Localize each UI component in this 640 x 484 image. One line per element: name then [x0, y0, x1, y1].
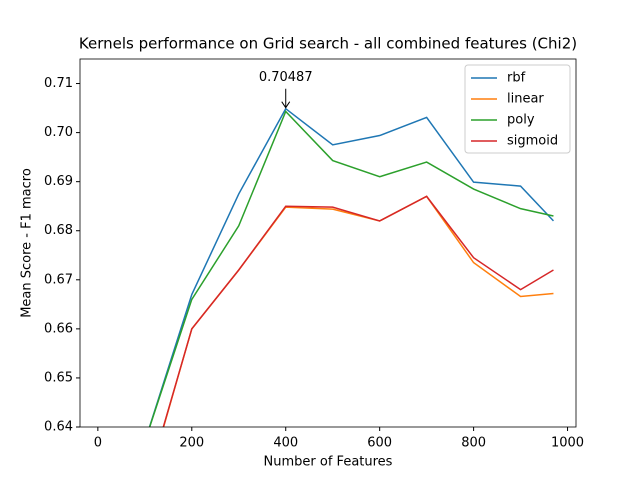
legend-label: poly: [507, 113, 535, 128]
legend-box: [464, 64, 571, 154]
plot-area: [148, 107, 555, 427]
y-tick-label: 0.71: [44, 76, 73, 91]
y-tick-label: 0.70: [44, 125, 73, 140]
chart-title: Kernels performance on Grid search - all…: [79, 35, 577, 53]
series-line: [148, 110, 554, 427]
x-tick-label: 200: [179, 436, 204, 451]
axes-frame: [79, 58, 577, 428]
y-tick-label: 0.68: [44, 223, 73, 238]
y-tick-label: 0.65: [44, 370, 73, 385]
legend-label: linear: [507, 92, 544, 107]
series-line: [162, 195, 554, 427]
y-axis-label: Mean Score - F1 macro: [20, 168, 35, 318]
series-line: [148, 107, 555, 427]
x-tick-label: 400: [273, 436, 298, 451]
y-tick-label: 0.69: [44, 174, 73, 189]
x-axis-label: Number of Features: [264, 455, 393, 470]
x-tick-label: 800: [461, 436, 486, 451]
y-tick-label: 0.67: [44, 272, 73, 287]
annotation-arrow: [281, 88, 291, 109]
x-tick-label: 1000: [551, 436, 584, 451]
x-tick-label: 600: [367, 436, 392, 451]
legend-label: sigmoid: [507, 134, 558, 149]
x-tick-label: 0: [94, 436, 102, 451]
y-tick-label: 0.64: [44, 420, 73, 435]
legend-label: rbf: [507, 71, 526, 86]
y-tick-label: 0.66: [44, 321, 73, 336]
annotation-label: 0.70487: [259, 70, 313, 85]
